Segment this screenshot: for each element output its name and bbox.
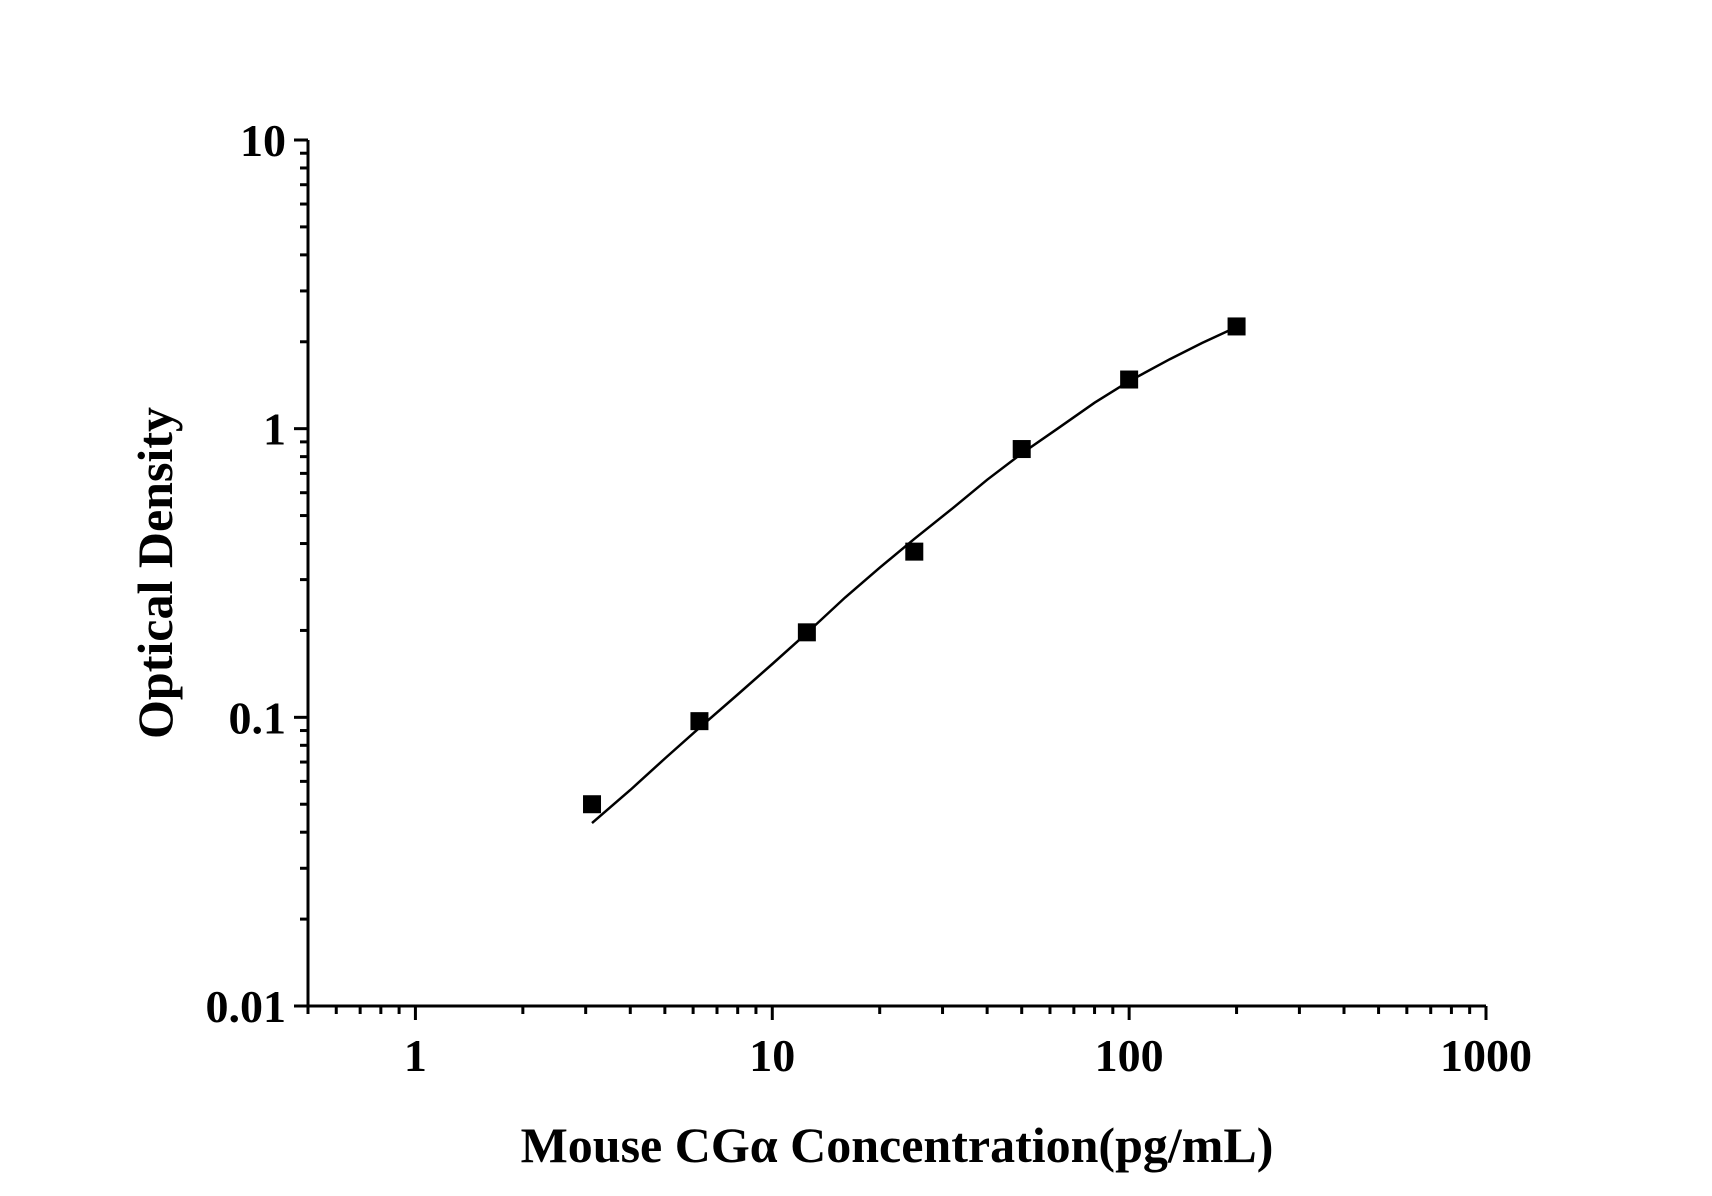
data-points: [583, 317, 1246, 814]
y-axis-title: Optical Density: [127, 407, 183, 739]
y-tick-labels: 0.01 0.1 1 10: [206, 115, 287, 1032]
data-point: [1012, 440, 1031, 459]
data-point: [905, 542, 924, 561]
x-tick-labels: 1 10 100 1000: [404, 1030, 1532, 1081]
x-tick-label: 100: [1095, 1030, 1164, 1081]
data-point: [1120, 370, 1139, 389]
y-tick-label: 0.1: [229, 692, 287, 743]
x-tick-label: 1: [404, 1030, 427, 1081]
x-tick-label: 10: [749, 1030, 795, 1081]
y-tick-label: 10: [240, 115, 286, 166]
axes: [306, 140, 1486, 1008]
y-tick-label: 1: [263, 404, 286, 455]
fit-curve: [591, 325, 1238, 825]
y-ticks: [294, 138, 308, 1008]
y-tick-label: 0.01: [206, 981, 287, 1032]
x-axis-title: Mouse CGα Concentration(pg/mL): [521, 1117, 1274, 1173]
x-tick-label: 1000: [1440, 1030, 1532, 1081]
data-point: [583, 795, 602, 814]
data-point: [797, 623, 816, 642]
data-point: [690, 712, 709, 731]
x-ticks: [306, 1006, 1488, 1020]
data-point: [1227, 317, 1246, 336]
